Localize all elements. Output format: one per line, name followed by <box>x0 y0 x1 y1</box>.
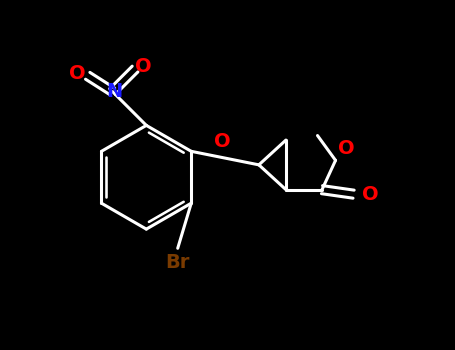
Text: O: O <box>214 132 231 151</box>
Text: O: O <box>70 64 86 83</box>
Text: O: O <box>362 185 378 204</box>
Text: N: N <box>106 82 123 101</box>
Text: O: O <box>135 57 152 76</box>
Text: O: O <box>338 139 354 158</box>
Text: Br: Br <box>166 253 190 272</box>
